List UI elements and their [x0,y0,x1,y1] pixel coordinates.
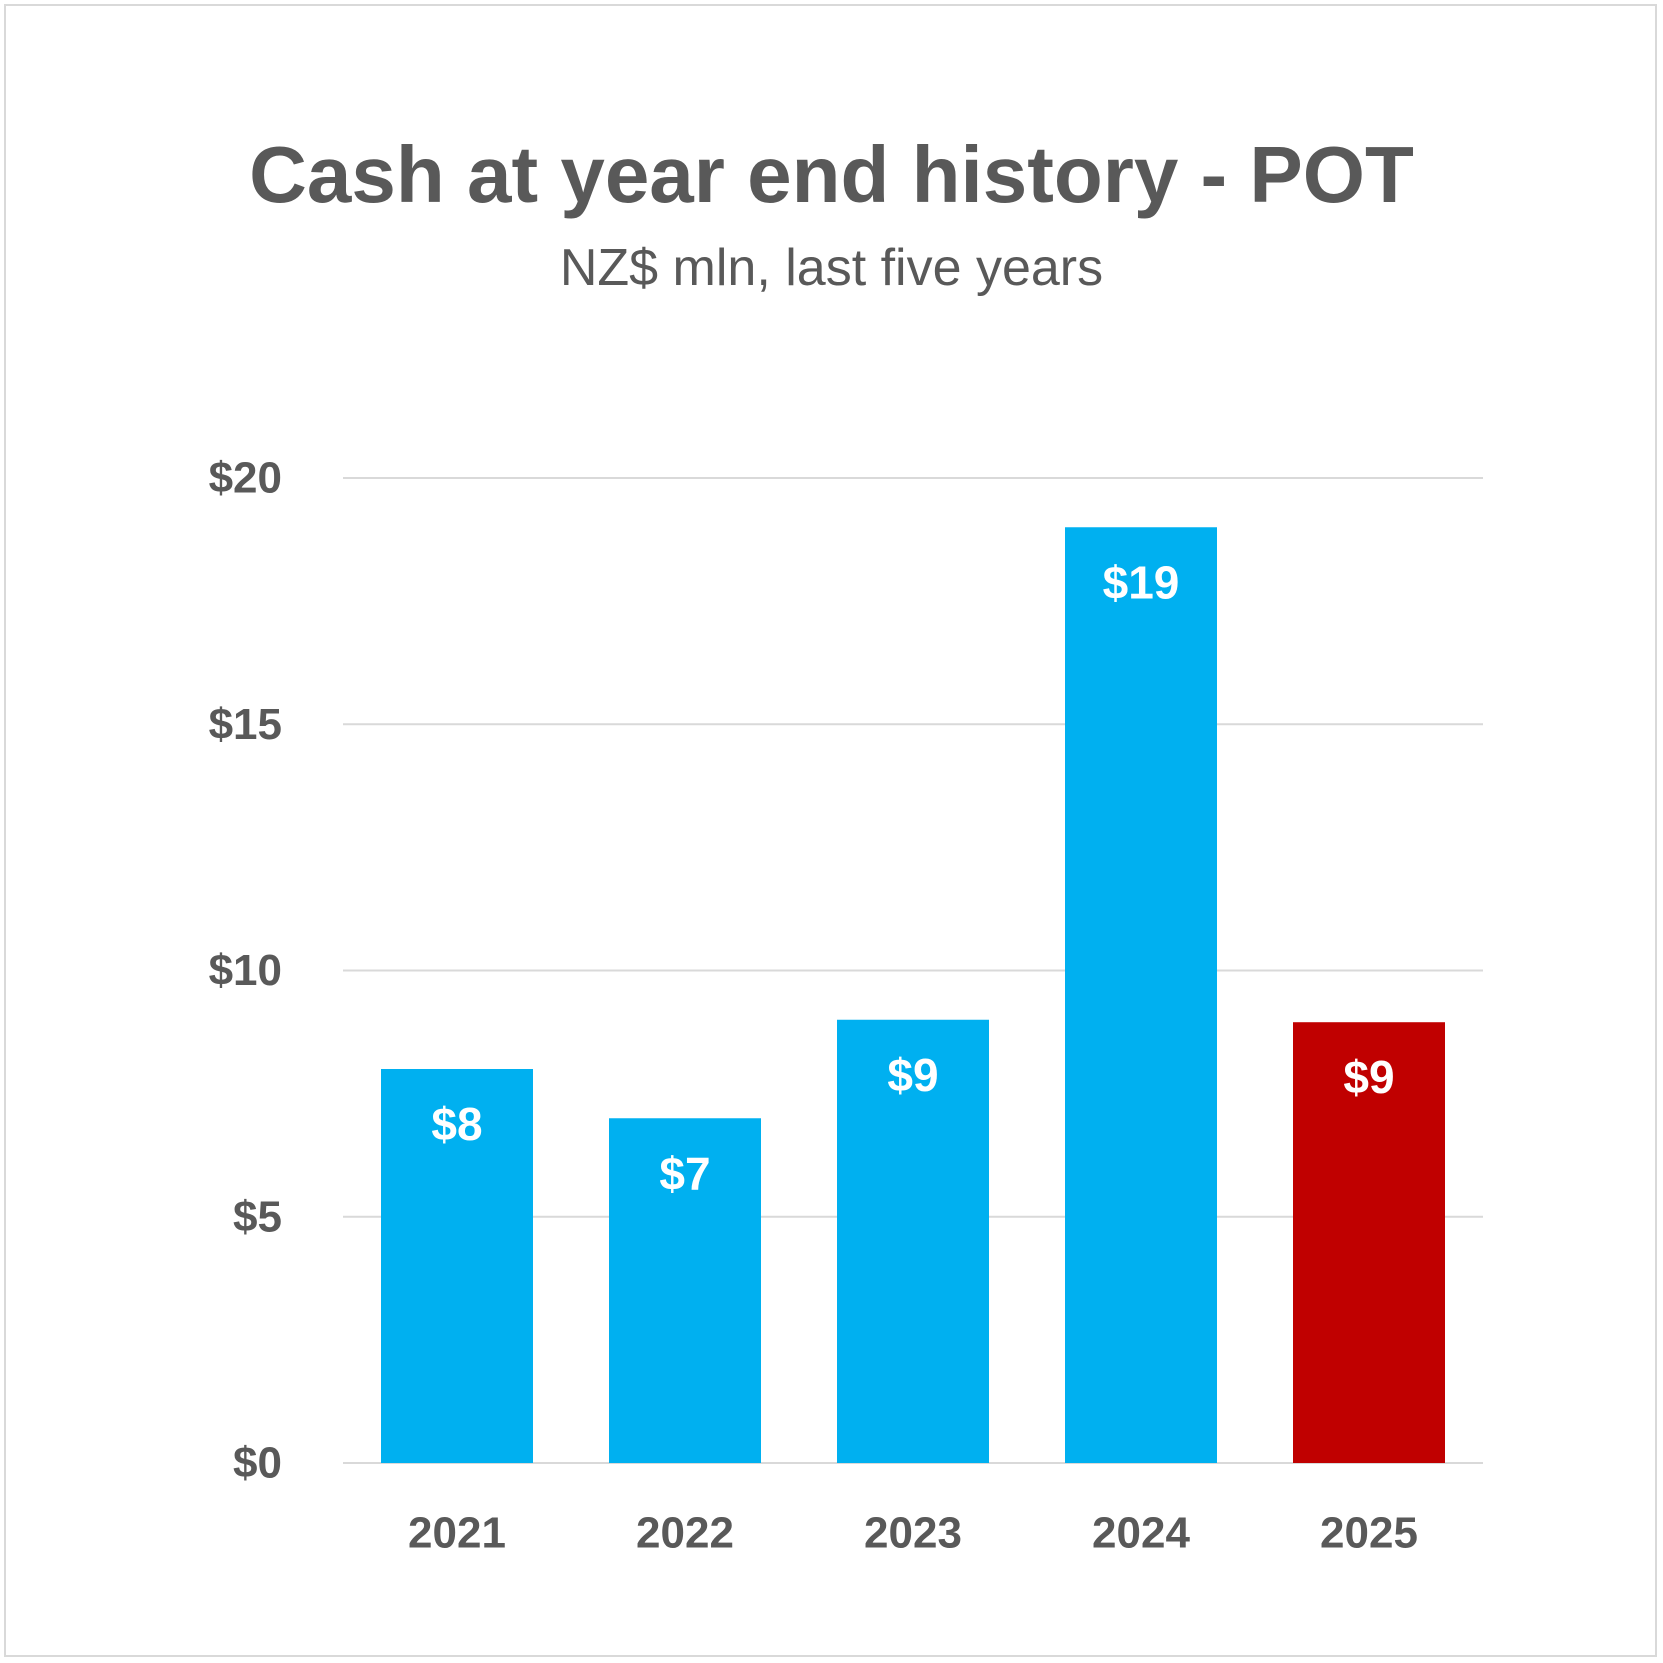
bars [381,527,1445,1463]
x-tick-label: 2024 [1092,1509,1190,1558]
bar-2025 [1293,1022,1445,1463]
data-label: $9 [887,1049,938,1101]
y-axis-tick-labels: $0 $5 $10 $15 $20 [209,454,282,1488]
x-tick-label: 2023 [864,1509,962,1558]
chart-title: Cash at year end history - POT [249,130,1414,219]
y-tick-label: $10 [209,946,282,995]
data-label: $8 [431,1098,482,1150]
bar-2023 [837,1019,989,1463]
x-tick-label: 2025 [1320,1509,1418,1558]
y-tick-label: $5 [233,1192,282,1241]
x-tick-label: 2022 [636,1509,734,1558]
data-label: $7 [659,1147,710,1199]
y-tick-label: $20 [209,454,282,503]
x-tick-label: 2021 [408,1509,506,1558]
bar-2024 [1065,527,1217,1463]
y-tick-label: $15 [209,700,282,749]
bar-2022 [609,1118,761,1463]
data-label: $19 [1103,556,1180,608]
chart-subtitle: NZ$ mln, last five years [559,239,1104,297]
x-axis-tick-labels: 2021 2022 2023 2024 2025 [408,1509,1418,1558]
y-tick-label: $0 [233,1439,282,1488]
data-labels: $8 $7 $9 $19 $9 [431,556,1394,1199]
data-label: $9 [1343,1051,1394,1103]
bar-2021 [381,1069,533,1463]
